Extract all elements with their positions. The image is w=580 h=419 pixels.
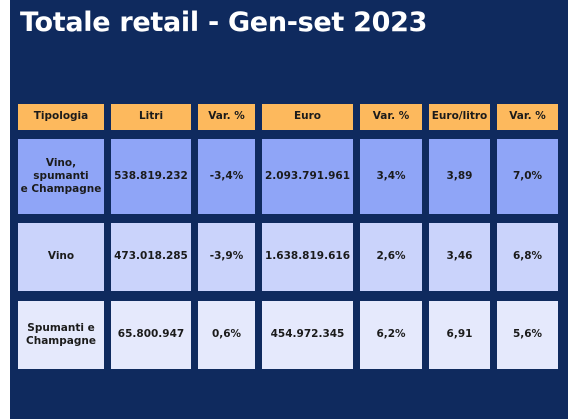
header-cell-var-euro-litro: Var. % — [497, 104, 558, 130]
table-cell-var-euro: 3,4% — [360, 139, 422, 214]
table-cell-litri: 473.018.285 — [111, 223, 191, 291]
table-cell-euro: 2.093.791.961 — [262, 139, 353, 214]
table-cell-var-litri: -3,4% — [198, 139, 255, 214]
table-cell-litri: 65.800.947 — [111, 301, 191, 369]
table-cell-euro-litro: 3,89 — [429, 139, 490, 214]
page-title: Totale retail - Gen-set 2023 — [20, 7, 428, 38]
table-cell-tipologia: Vino — [18, 223, 104, 291]
table-cell-euro-litro: 6,91 — [429, 301, 490, 369]
table-cell-euro-litro: 3,46 — [429, 223, 490, 291]
table-cell-var-euro: 2,6% — [360, 223, 422, 291]
table-cell-tipologia: Spumanti e Champagne — [18, 301, 104, 369]
table-cell-var-euro: 6,2% — [360, 301, 422, 369]
header-cell-tipologia: Tipologia — [18, 104, 104, 130]
table-cell-var-litri: 0,6% — [198, 301, 255, 369]
table-cell-litri: 538.819.232 — [111, 139, 191, 214]
table-cell-euro: 1.638.819.616 — [262, 223, 353, 291]
table-cell-var-euro-litro: 5,6% — [497, 301, 558, 369]
table-cell-euro: 454.972.345 — [262, 301, 353, 369]
header-cell-euro: Euro — [262, 104, 353, 130]
slide-background: Totale retail - Gen-set 2023 Tipologia Li… — [10, 0, 568, 419]
header-cell-var-euro: Var. % — [360, 104, 422, 130]
header-cell-var-litri: Var. % — [198, 104, 255, 130]
table-cell-tipologia: Vino, spumanti e Champagne — [18, 139, 104, 214]
header-cell-litri: Litri — [111, 104, 191, 130]
table-cell-var-litri: -3,9% — [198, 223, 255, 291]
header-cell-euro-litro: Euro/litro — [429, 104, 490, 130]
table-cell-var-euro-litro: 7,0% — [497, 139, 558, 214]
table-cell-var-euro-litro: 6,8% — [497, 223, 558, 291]
